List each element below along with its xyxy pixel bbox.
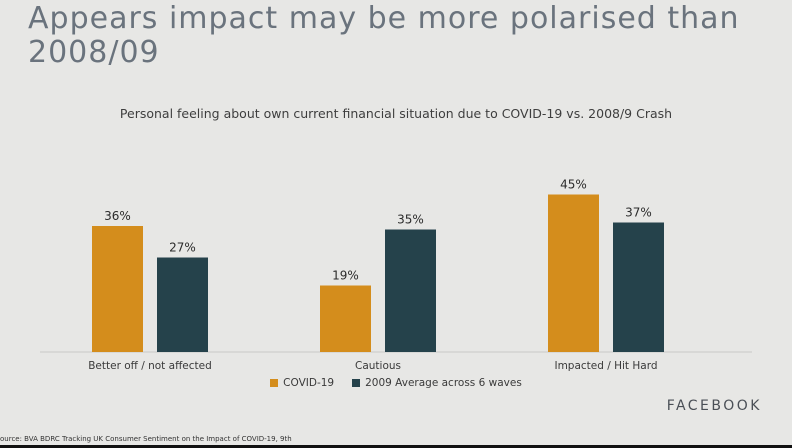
data-label-covid-1: 19%: [332, 269, 359, 283]
category-label-2: Impacted / Hit Hard: [554, 360, 657, 372]
facebook-logo: FACEBOOK: [666, 398, 762, 414]
bars-layer: 36% 27% Better off / not affected 19% 35% Cau…: [88, 178, 664, 372]
bar-covid-0: [92, 226, 143, 352]
bar-2009-average-0: [157, 257, 208, 352]
data-label-2009-average-1: 35%: [397, 213, 424, 227]
bar-2009-average-2: [613, 222, 664, 352]
data-label-2009-average-0: 27%: [169, 241, 196, 255]
data-label-covid-0: 36%: [104, 209, 131, 223]
slide-title: Appears impact may be more polarised tha…: [28, 1, 740, 70]
data-label-2009-average-2: 37%: [625, 206, 652, 220]
bar-covid-1: [320, 285, 371, 352]
legend-label-2009-average: 2009 Average across 6 waves: [365, 377, 522, 389]
legend-item-2009-average: 2009 Average across 6 waves: [352, 377, 522, 389]
category-label-0: Better off / not affected: [88, 360, 212, 372]
chart-title: Personal feeling about own current finan…: [119, 106, 673, 121]
legend-label-covid: COVID-19: [283, 377, 335, 389]
bottom-bar: [0, 445, 792, 448]
legend: COVID-19 2009 Average across 6 waves: [0, 377, 792, 389]
category-label-1: Cautious: [355, 360, 401, 372]
legend-item-covid: COVID-19: [270, 377, 334, 389]
data-label-covid-2: 45%: [560, 178, 587, 192]
legend-swatch-covid: [270, 379, 279, 387]
bar-covid-2: [548, 194, 599, 352]
source-note: ource: BVA BDRC Tracking UK Consumer Sen…: [0, 435, 292, 443]
bar-2009-average-1: [385, 229, 436, 352]
legend-swatch-2009-average: [352, 379, 361, 387]
